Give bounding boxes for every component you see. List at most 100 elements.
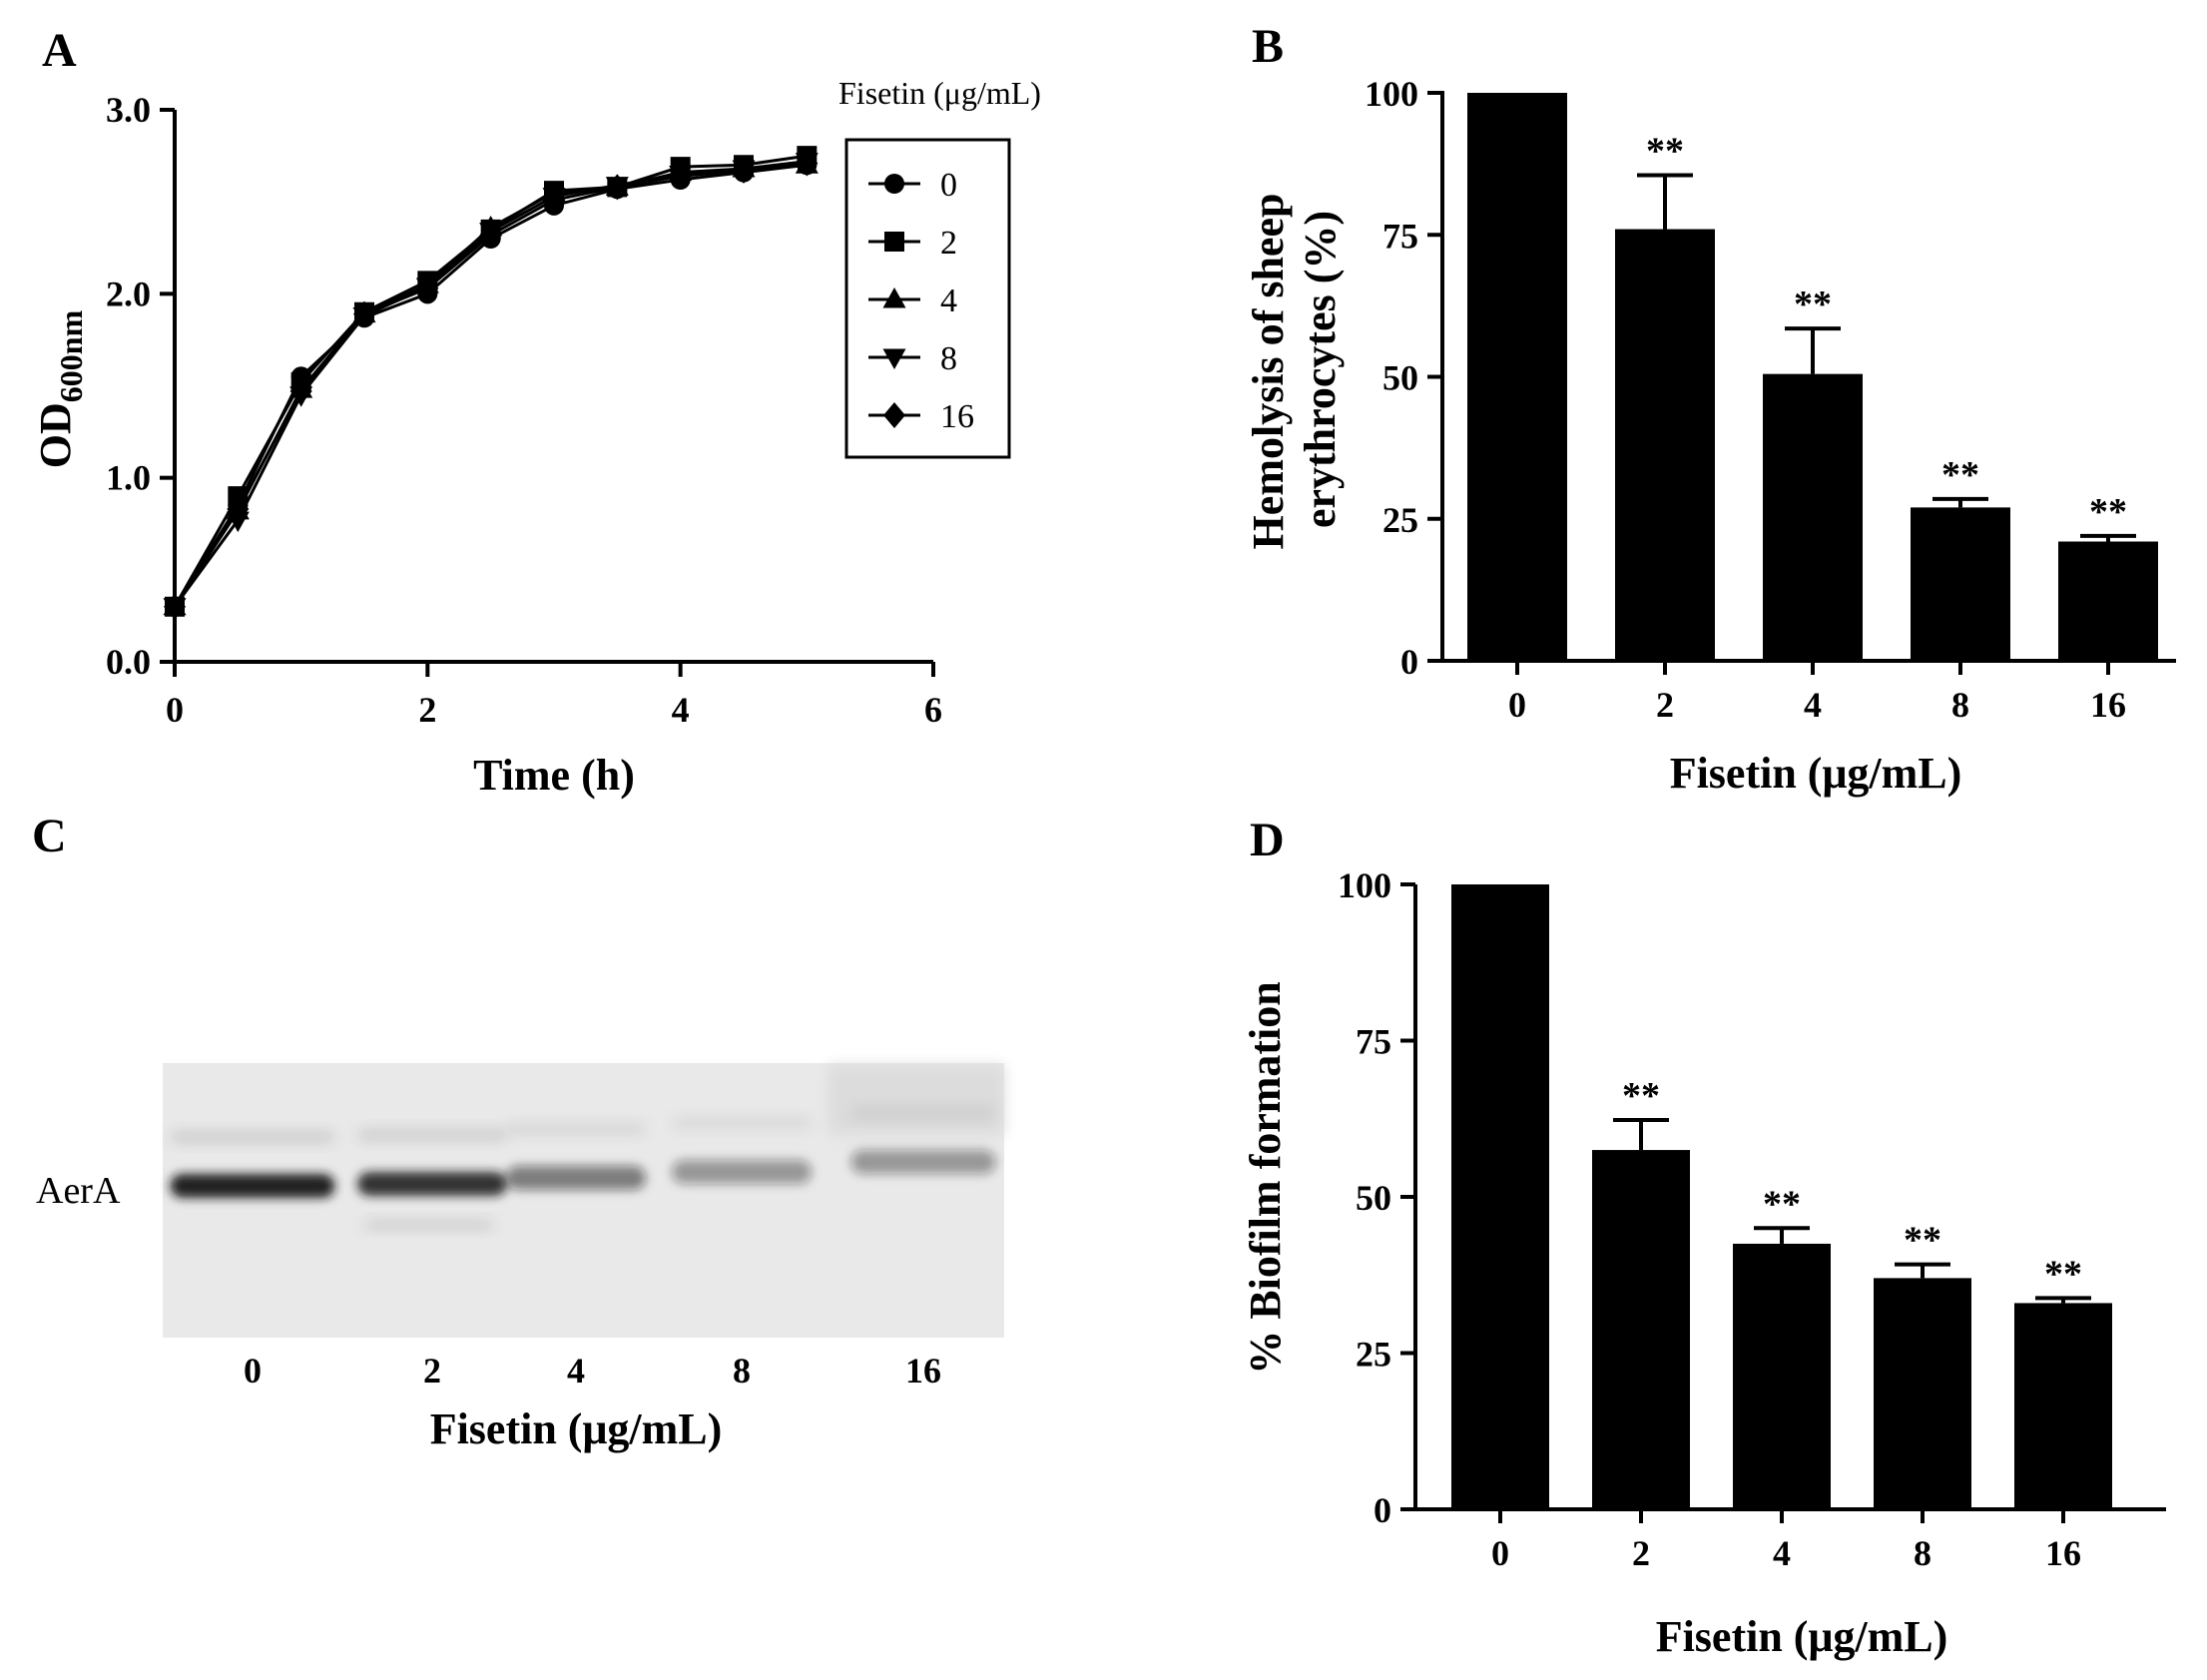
panel-b-bar-8 bbox=[1911, 507, 2010, 661]
panel-a-legend-label: 4 bbox=[940, 282, 957, 319]
panel-b-y-ticks: 0 25 50 75 100 bbox=[1365, 74, 1442, 682]
panel-b-bar-4 bbox=[1763, 373, 1863, 661]
panel-b-y-tick-label: 0 bbox=[1400, 642, 1418, 682]
panel-d-y-tick-label: 75 bbox=[1356, 1022, 1391, 1062]
blot-lane-label-2: 2 bbox=[423, 1351, 441, 1391]
panel-d-significance-marker: ** bbox=[2044, 1253, 2082, 1295]
panel-a-legend-title: Fisetin (μg/mL) bbox=[838, 75, 1041, 111]
panel-b-y-tick-label: 100 bbox=[1365, 74, 1418, 114]
panel-a-legend-marker bbox=[882, 287, 906, 308]
panel-a-legend-box bbox=[844, 138, 1011, 459]
blot-band-lane-4 bbox=[506, 1166, 646, 1190]
panel-d-x-tick-label: 16 bbox=[2045, 1533, 2081, 1573]
blot-upper-faint-band bbox=[672, 1117, 812, 1129]
panel-b-y-tick-label: 25 bbox=[1382, 500, 1418, 540]
panel-d-y-tick-label: 100 bbox=[1338, 865, 1391, 905]
panel-c-x-axis-label: Fisetin (μg/mL) bbox=[430, 1404, 723, 1453]
blot-lower-faint-band bbox=[364, 1220, 494, 1230]
panel-a-x-tick-label: 2 bbox=[418, 690, 436, 730]
panel-b-x-tick-label: 8 bbox=[1951, 685, 1969, 725]
panel-a-point-16 bbox=[164, 593, 186, 620]
panel-b-x-tick-label: 0 bbox=[1508, 685, 1526, 725]
panel-b-letter: B bbox=[1252, 20, 1284, 73]
panel-a-point-16 bbox=[733, 157, 755, 184]
panel-c-western-blot: C AerA 0 2 4 8 16 Fisetin (μg/mL) bbox=[32, 810, 1004, 1453]
panel-a-point-16 bbox=[479, 222, 502, 249]
panel-d-bar-2 bbox=[1592, 1150, 1690, 1509]
blot-band-lane-8 bbox=[672, 1160, 812, 1184]
blot-lane-label-0: 0 bbox=[244, 1351, 262, 1391]
panel-b-significance-marker: ** bbox=[1794, 283, 1832, 325]
panel-a-legend-marker bbox=[882, 348, 906, 369]
panel-b-x-tick-label: 2 bbox=[1656, 685, 1674, 725]
panel-a-legend-item-4: 4 bbox=[868, 282, 957, 319]
panel-d-x-tick-label: 0 bbox=[1491, 1533, 1509, 1573]
blot-lane-labels: 0 2 4 8 16 bbox=[244, 1351, 941, 1391]
panel-d-y-axis-label: % Biofilm formation bbox=[1241, 981, 1290, 1375]
panel-b-bar-0 bbox=[1467, 93, 1567, 661]
panel-a-legend-item-2: 2 bbox=[868, 225, 957, 262]
panel-d-x-tick-label: 8 bbox=[1914, 1533, 1931, 1573]
panel-a-point-16 bbox=[416, 275, 439, 301]
panel-b-x-tick-label: 16 bbox=[2090, 685, 2126, 725]
panel-d-y-ticks: 0 25 50 75 100 bbox=[1338, 865, 1415, 1530]
blot-row-label-aera: AerA bbox=[36, 1170, 121, 1212]
panel-a-legend: 0 2 4 8 16 bbox=[868, 167, 974, 435]
panel-d-biofilm-chart: D 0 25 50 75 100 ** ** ** ** 0 2 4 8 16 Fisetin (μg… bbox=[1241, 814, 2166, 1661]
blot-upper-faint-band bbox=[506, 1123, 646, 1135]
panel-d-bar-4 bbox=[1733, 1243, 1831, 1509]
panel-a-legend-item-0: 0 bbox=[868, 167, 957, 204]
panel-d-significance-marker: ** bbox=[1622, 1075, 1660, 1117]
panel-a-y-ticks: 0.0 1.0 2.0 3.0 bbox=[106, 90, 175, 682]
blot-bands bbox=[170, 1107, 996, 1230]
panel-b-bar-2 bbox=[1615, 229, 1715, 661]
panel-b-y-axis-label-line2: erythrocytes (%) bbox=[1296, 211, 1345, 528]
panel-a-y-tick-label: 3.0 bbox=[106, 90, 151, 130]
panel-a-legend-label: 0 bbox=[940, 167, 957, 204]
panel-d-x-tick-label: 4 bbox=[1773, 1533, 1791, 1573]
panel-a-y-tick-label: 0.0 bbox=[106, 642, 151, 682]
blot-upper-faint-band bbox=[170, 1131, 335, 1143]
panel-d-bar-8 bbox=[1874, 1278, 1971, 1509]
panel-b-y-axis-label-line1: Hemolysis of sheep bbox=[1244, 194, 1293, 550]
panel-a-y-axis-label-main: OD bbox=[31, 402, 80, 468]
panel-a-point-16 bbox=[669, 163, 692, 190]
panel-d-bar-16 bbox=[2014, 1303, 2112, 1509]
panel-a-x-tick-label: 6 bbox=[924, 690, 942, 730]
panel-d-significance-marker: ** bbox=[1904, 1220, 1941, 1262]
panel-a-point-16 bbox=[289, 378, 312, 405]
panel-b-x-axis-label: Fisetin (μg/mL) bbox=[1670, 749, 1962, 798]
panel-a-legend-label: 8 bbox=[940, 340, 957, 377]
panel-b-significance-marker: ** bbox=[1941, 454, 1979, 496]
panel-d-letter: D bbox=[1250, 814, 1285, 866]
blot-upper-faint-band bbox=[850, 1107, 996, 1119]
blot-band-lane-16 bbox=[850, 1150, 996, 1174]
panel-a-point-16 bbox=[353, 300, 375, 327]
panel-a-legend-label: 16 bbox=[940, 398, 974, 435]
panel-a-legend-item-16: 16 bbox=[868, 398, 974, 435]
panel-a-x-ticks: 0 2 4 6 bbox=[166, 662, 942, 730]
panel-d-bars: ** ** ** ** bbox=[1451, 884, 2112, 1509]
panel-a-point-16 bbox=[543, 187, 565, 214]
panel-d-significance-marker: ** bbox=[1763, 1183, 1801, 1225]
panel-d-bar-0 bbox=[1451, 884, 1549, 1509]
panel-b-y-axis-label: Hemolysis of sheep erythrocytes (%) bbox=[1244, 190, 1345, 550]
panel-b-significance-marker: ** bbox=[2089, 491, 2127, 533]
panel-a-legend-marker bbox=[883, 402, 905, 428]
panel-a-legend-marker bbox=[884, 232, 904, 252]
panel-a-x-axis-label: Time (h) bbox=[473, 751, 635, 800]
blot-band-lane-0 bbox=[170, 1174, 335, 1198]
panel-a-legend-item-8: 8 bbox=[868, 340, 957, 377]
panel-d-y-tick-label: 25 bbox=[1356, 1335, 1391, 1375]
panel-d-x-tick-label: 2 bbox=[1632, 1533, 1650, 1573]
panel-a-y-tick-label: 2.0 bbox=[106, 274, 151, 313]
panel-d-y-tick-label: 50 bbox=[1356, 1178, 1391, 1218]
panel-a-growth-chart: A 0.0 1.0 2.0 3.0 0 2 4 6 Time (h) OD600nm Fis… bbox=[31, 24, 1041, 800]
panel-a-letter: A bbox=[42, 24, 77, 77]
panel-a-legend-marker bbox=[884, 174, 904, 194]
blot-lane-label-16: 16 bbox=[905, 1351, 941, 1391]
panel-b-x-tick-label: 4 bbox=[1804, 685, 1822, 725]
panel-b-bars: ** ** ** ** bbox=[1467, 93, 2158, 661]
panel-a-x-tick-label: 0 bbox=[166, 690, 184, 730]
